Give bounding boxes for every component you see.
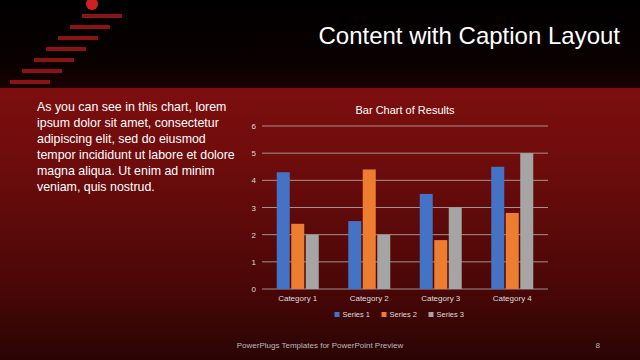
stair-step <box>10 80 50 84</box>
bar <box>420 194 433 289</box>
bar <box>434 240 447 289</box>
grid-line <box>262 289 548 290</box>
grid-line <box>262 261 548 262</box>
grid-line <box>262 234 548 235</box>
x-tick-label: Category 1 <box>278 294 318 303</box>
page-number: 8 <box>580 341 600 350</box>
bar <box>291 224 304 289</box>
y-tick-label: 6 <box>252 122 257 131</box>
stair-ball <box>86 0 98 10</box>
x-tick-label: Category 4 <box>493 294 533 303</box>
bar <box>377 235 390 289</box>
chart-title: Bar Chart of Results <box>355 104 455 116</box>
caption: As you can see in this chart, lorem ipsu… <box>37 99 237 195</box>
slide-title: Content with Caption Layout <box>240 22 620 50</box>
stair-step <box>34 58 74 62</box>
legend-label: Series 3 <box>437 310 465 319</box>
slide: Content with Caption Layout As you can s… <box>0 0 640 360</box>
stair-step <box>46 47 86 51</box>
bar <box>520 153 533 289</box>
stair-step <box>82 14 122 18</box>
grid-line <box>262 126 548 127</box>
grid-line <box>262 180 548 181</box>
bars <box>277 153 534 289</box>
stairs-decoration <box>0 0 200 88</box>
y-tick-label: 2 <box>252 231 257 240</box>
bar <box>306 235 319 289</box>
y-tick-label: 0 <box>252 285 257 294</box>
legend-swatch <box>429 312 434 317</box>
legend-swatch <box>382 312 387 317</box>
stair-step <box>70 25 110 29</box>
bar <box>348 221 361 289</box>
y-tick-label: 1 <box>252 258 257 267</box>
bar <box>449 208 462 290</box>
legend-label: Series 2 <box>390 310 418 319</box>
grid-line <box>262 153 548 154</box>
x-tick-label: Category 3 <box>421 294 461 303</box>
footer: PowerPlugs Templates for PowerPoint Prev… <box>0 341 640 350</box>
y-tick-label: 3 <box>252 204 257 213</box>
stair-step <box>22 69 62 73</box>
bar <box>491 167 504 289</box>
legend-swatch <box>335 312 340 317</box>
grid-line <box>262 207 548 208</box>
y-tick-label: 5 <box>252 149 257 158</box>
legend-label: Series 1 <box>343 310 371 319</box>
x-tick-label: Category 2 <box>350 294 390 303</box>
bar <box>277 172 290 289</box>
bar <box>363 169 376 289</box>
chart: Bar Chart of Results 0 1 2 3 4 5 6 Category 1 Cat… <box>0 0 640 360</box>
y-tick-label: 4 <box>252 176 257 185</box>
stair-step <box>58 36 98 40</box>
bar <box>506 213 519 289</box>
